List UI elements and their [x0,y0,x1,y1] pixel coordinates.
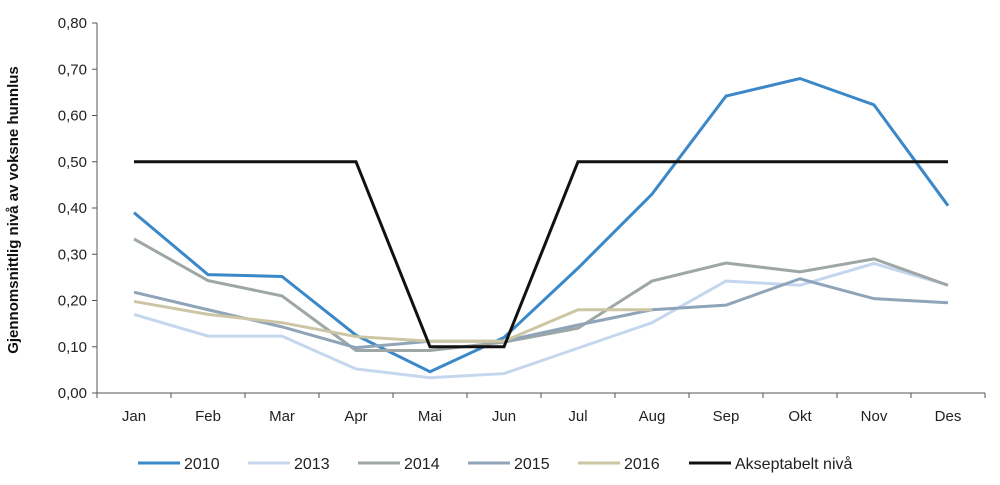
x-tick-label: Mar [269,408,295,425]
y-tick-label: 0,40 [58,200,87,217]
y-tick-label: 0,30 [58,246,87,263]
legend-label: 2015 [514,456,550,473]
x-tick-label: Feb [195,408,221,425]
series-line-2014 [133,237,949,352]
y-axis-ticks: 0,00 0,10 0,20 0,30 0,40 0,50 0,60 0,70 0,80 [58,15,97,402]
series-line-2016 [133,299,652,343]
y-axis-label: Gjennomsnittlig nivå av voksne hunnlus [5,66,22,354]
legend-label: Akseptabelt nivå [735,455,853,473]
x-tick-label: Des [935,408,962,425]
y-tick-label: 0,50 [58,154,87,171]
y-tick-label: 0,20 [58,293,87,310]
y-tick-label: 0,70 [58,61,87,78]
legend-label: 2010 [184,456,220,473]
x-tick-label: Aug [639,408,666,425]
x-axis-ticks: Jan Feb Mar Apr Mai Jun Jul Aug Sep Okt Nov Des [96,393,986,425]
y-tick-label: 0,80 [58,15,87,32]
x-tick-label: Jul [568,408,587,425]
y-tick-label: 0,10 [58,339,87,356]
x-tick-label: Sep [713,408,740,425]
legend-label: 2014 [404,456,440,473]
legend-label: 2016 [624,456,660,473]
series-line-2010 [133,76,950,374]
y-tick-label: 0,00 [58,385,87,402]
x-tick-label: Apr [344,408,367,425]
legend: 2010 2013 2014 2015 2016 Akseptabelt nivå [138,455,853,473]
series-line-2015 [133,277,949,350]
y-axis-title: Gjennomsnittlig nivå av voksne hunnlus [5,66,22,354]
x-tick-label: Nov [861,408,888,425]
x-tick-label: Jan [122,408,146,425]
series-line-akseptabelt-niv [134,160,948,349]
x-tick-label: Jun [492,408,516,425]
series-lines [133,76,950,380]
legend-label: 2013 [294,456,330,473]
y-tick-label: 0,60 [58,108,87,125]
x-tick-label: Mai [418,408,442,425]
x-tick-label: Okt [788,408,812,425]
